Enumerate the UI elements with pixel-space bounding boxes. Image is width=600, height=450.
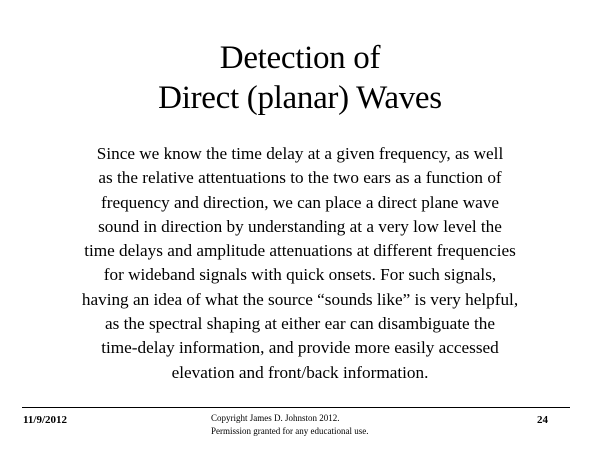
body-paragraph: Since we know the time delay at a given … [10,142,590,385]
footer-divider [22,407,570,408]
permission-line: Permission granted for any educational u… [211,426,369,436]
footer-date: 11/9/2012 [23,414,68,426]
body-line: time delays and amplitude attenuations a… [84,241,516,261]
footer-copyright: Copyright James D. Johnston 2012. Permis… [211,412,368,438]
body-line: time-delay information, and provide more… [101,338,499,358]
title-line: Detection of [219,40,381,76]
copyright-line: Copyright James D. Johnston 2012. [211,413,340,423]
body-line: Since we know the time delay at a given … [96,144,504,163]
body-line: frequency and direction, we can place a … [101,192,499,212]
body-line: sound in direction by understanding at a… [98,216,502,236]
body-line: as the spectral shaping at either ear ca… [105,314,495,334]
body-line: having an idea of what the source “sound… [81,289,519,309]
body-line: as the relative attentuations to the two… [98,168,502,188]
slide-title: Detection of Direct (planar) Waves [0,38,600,118]
body-line: elevation and front/back information. [171,362,429,382]
title-line: Direct (planar) Waves [158,80,442,116]
body-line: for wideband signals with quick onsets. … [103,265,497,285]
page-number: 24 [537,414,548,426]
